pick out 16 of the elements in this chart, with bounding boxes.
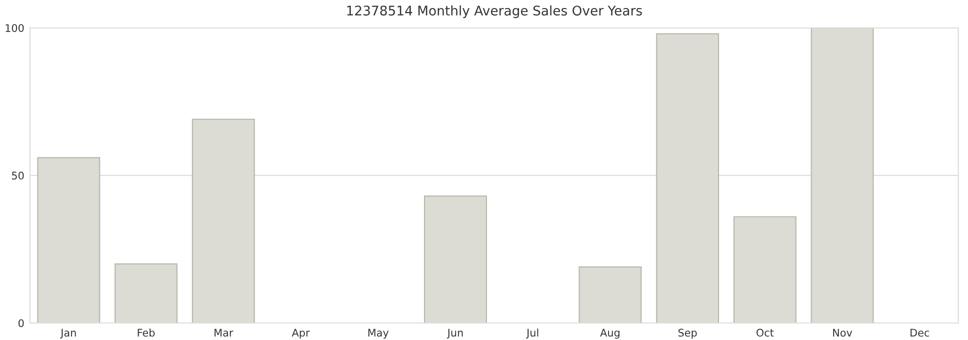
x-tick-label: May	[368, 328, 389, 339]
x-tick-label: Apr	[292, 328, 310, 339]
x-tick-label: Dec	[910, 328, 930, 337]
x-tick-label: Sep	[678, 328, 697, 339]
chart-title: 12378514 Monthly Average Sales Over Years	[347, 5, 642, 18]
x-tick-label: Jan	[60, 328, 76, 339]
x-tick-label: Jun	[446, 328, 463, 339]
x-tick-label: Feb	[138, 328, 155, 337]
x-tick-label: Mar	[214, 328, 234, 337]
x-tick-label: Oct	[756, 328, 774, 337]
y-tick-label: 50	[12, 172, 24, 180]
y-tick-label: 100	[6, 24, 24, 32]
x-tick-label: Nov	[833, 328, 852, 337]
y-tick-label: 0	[18, 319, 24, 328]
x-tick-label: Aug	[600, 328, 620, 339]
x-tick-label: Jul	[526, 328, 538, 339]
